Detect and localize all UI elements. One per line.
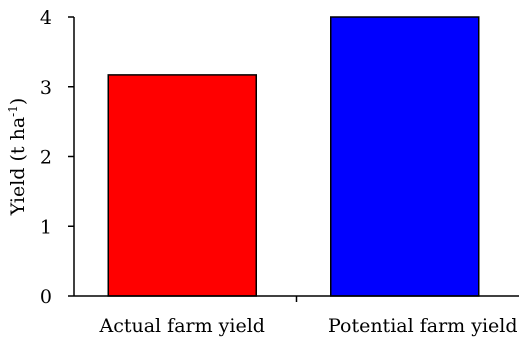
y-tick-label-1: 1 (40, 216, 52, 238)
x-category-label-1: Potential farm yield (328, 315, 518, 337)
bar-0 (107, 74, 257, 297)
bar-1 (330, 16, 480, 297)
bars-layer (107, 16, 480, 297)
ticks-layer (68, 16, 298, 302)
y-tick-label-3: 3 (40, 77, 52, 99)
y-axis-title-suffix: ) (7, 98, 29, 105)
y-axis-title-main: Yield (t ha (7, 117, 29, 216)
y-tick-label-4: 4 (40, 7, 52, 29)
labels-layer: 0 1 2 3 4 Actual farm yield Potential farm yie… (40, 7, 518, 337)
y-axis-title-superscript: -1 (6, 105, 20, 117)
y-axis-title: Yield (t ha-1) (6, 98, 29, 217)
x-category-label-0: Actual farm yield (99, 315, 265, 337)
y-tick-label-2: 2 (40, 147, 52, 169)
y-tick-label-0: 0 (40, 286, 52, 308)
